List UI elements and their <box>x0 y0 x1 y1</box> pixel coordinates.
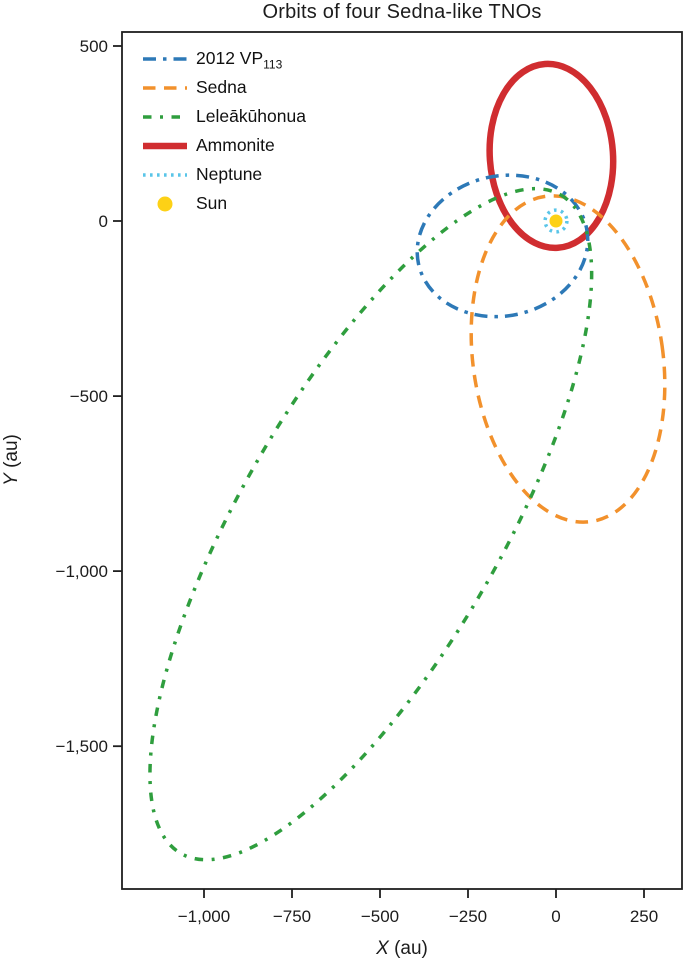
legend-label-sedna: Sedna <box>196 77 247 97</box>
legend: 2012 VP113 Sedna Leleākūhonua Ammonite N… <box>142 44 306 218</box>
orbit-2012-vp113 <box>415 173 590 319</box>
y-tick-label: 500 <box>80 37 108 56</box>
legend-item-leleakuhonua: Leleākūhonua <box>142 102 306 131</box>
legend-swatch-sun-marker <box>157 196 173 211</box>
legend-swatch-sedna-line <box>143 85 187 90</box>
y-tick-label: −1,500 <box>56 737 108 756</box>
x-axis-label: X (au) <box>376 938 428 959</box>
legend-label-sun: Sun <box>196 193 228 213</box>
legend-item-sedna: Sedna <box>142 73 306 102</box>
x-tick-label: −1,000 <box>178 907 230 926</box>
legend-swatch-leleakuhonua-line <box>143 114 187 119</box>
chart-title: Orbits of four Sedna-like TNOs <box>262 1 542 23</box>
y-tick-label: −1,000 <box>56 562 108 581</box>
sun-legend-dot-icon <box>157 196 173 211</box>
legend-label-leleakuhonua: Leleākūhonua <box>196 106 306 126</box>
x-tick-label: −250 <box>449 907 487 926</box>
legend-swatch-2012-vp113-line <box>143 56 187 61</box>
legend-label-2012-vp113: 2012 VP113 <box>196 48 283 72</box>
legend-swatch-ammonite-line <box>143 142 187 149</box>
orbit-ammonite <box>486 60 617 252</box>
legend-label-neptune: Neptune <box>196 164 263 184</box>
legend-item-neptune: Neptune <box>142 160 306 189</box>
plot-frame <box>121 31 683 890</box>
legend-item-2012-vp113: 2012 VP113 <box>142 44 306 73</box>
orbit-neptune <box>543 208 569 234</box>
sun-marker <box>549 214 563 228</box>
y-axis-label: Y (au) <box>1 434 22 486</box>
x-tick-label: 250 <box>630 907 658 926</box>
orbit-leleakuhonua <box>148 186 594 862</box>
legend-label-ammonite: Ammonite <box>196 135 275 155</box>
legend-item-ammonite: Ammonite <box>142 131 306 160</box>
y-tick-label: 0 <box>99 212 108 231</box>
x-tick-label: −750 <box>273 907 311 926</box>
x-tick-label: 0 <box>551 907 560 926</box>
orbit-sedna <box>469 194 667 524</box>
y-tick-label: −500 <box>70 387 108 406</box>
x-tick-label: −500 <box>361 907 399 926</box>
legend-item-sun: Sun <box>142 189 306 218</box>
legend-swatch-neptune-line <box>143 172 187 177</box>
